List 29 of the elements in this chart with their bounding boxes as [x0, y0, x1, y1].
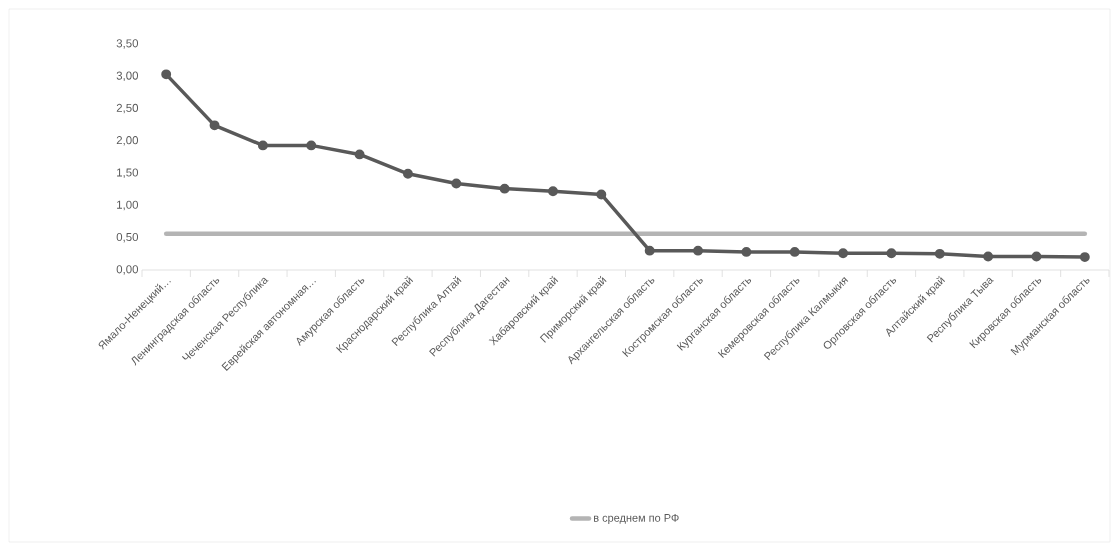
y-tick-label: 1,00: [117, 200, 139, 211]
point: [1079, 252, 1090, 263]
y-tick-label: 1,50: [117, 168, 139, 178]
point: [838, 248, 849, 259]
point: [161, 69, 172, 80]
point: [741, 246, 752, 257]
point: [934, 248, 945, 259]
point: [1031, 251, 1042, 262]
point: [499, 183, 510, 194]
legend-label: в среднем по РФ: [594, 514, 679, 524]
point: [644, 245, 655, 256]
y-tick-label: 0,50: [116, 232, 139, 243]
point: [306, 140, 317, 151]
y-tick-label: 3,50: [116, 39, 139, 49]
point: [451, 178, 462, 189]
point: [257, 140, 268, 151]
point: [402, 168, 413, 179]
point: [693, 245, 703, 256]
point: [789, 246, 800, 257]
point: [209, 120, 220, 131]
y-tick-label: 3,00: [116, 71, 139, 82]
point: [596, 189, 607, 200]
point: [548, 186, 558, 197]
y-tick-label: 2,50: [116, 103, 139, 114]
point: [983, 251, 994, 262]
point: [354, 149, 365, 160]
y-tick-label: 0,00: [116, 265, 139, 275]
y-tick-label: 2,00: [116, 136, 139, 146]
point: [886, 248, 897, 259]
